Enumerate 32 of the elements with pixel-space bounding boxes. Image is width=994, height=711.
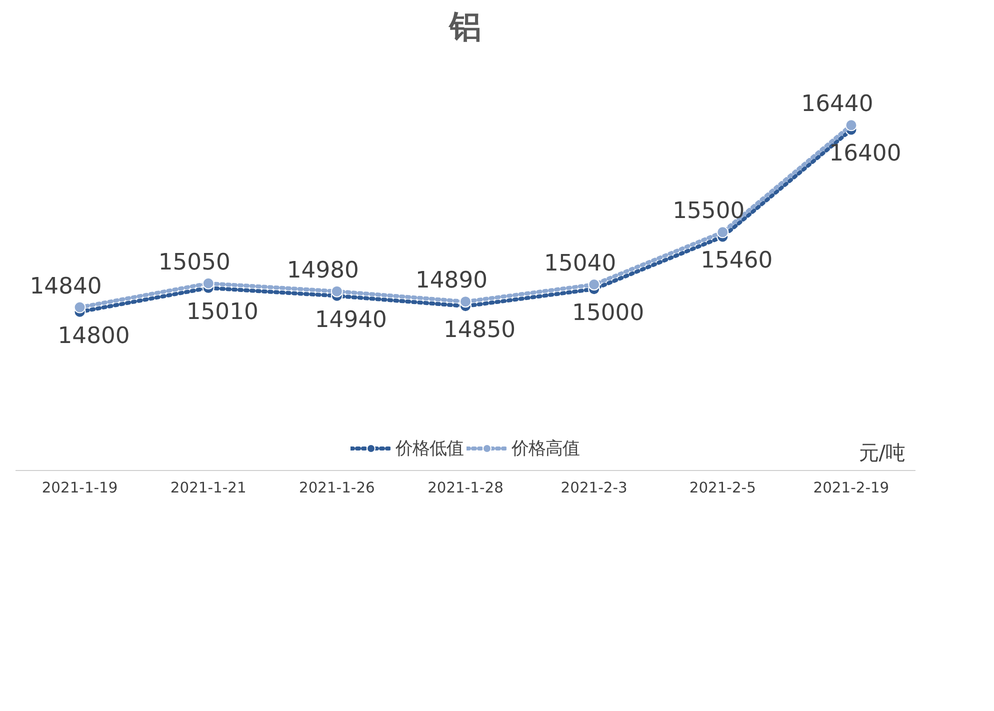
point xyxy=(74,301,86,314)
point xyxy=(716,226,729,238)
data-label: 15010 xyxy=(186,298,258,325)
data-label: 15460 xyxy=(700,248,773,274)
x-tick-label: 2021-1-28 xyxy=(428,480,504,496)
data-label: 14800 xyxy=(58,322,130,349)
text: 元/吨 xyxy=(858,440,906,464)
data-label: 16400 xyxy=(829,140,902,167)
data-label: 15000 xyxy=(572,300,644,326)
point xyxy=(330,285,343,298)
legend-label: 价格低值 xyxy=(396,438,464,460)
chart-title: 铝 xyxy=(448,8,482,46)
data-label: 14890 xyxy=(415,268,488,294)
x-tick-label: 2021-1-19 xyxy=(42,480,118,496)
x-tick-label: 2021-2-19 xyxy=(813,480,890,496)
data-label: 14850 xyxy=(443,317,516,344)
data-label: 14840 xyxy=(30,273,102,300)
x-tick-label: 2021-2-3 xyxy=(560,480,628,496)
legend-label: 价格高值 xyxy=(512,438,580,460)
data-label: 14980 xyxy=(286,257,359,284)
data-label: 15050 xyxy=(158,249,230,276)
x-tick-label: 2021-1-26 xyxy=(299,480,375,496)
x-tick-label: 2021-1-21 xyxy=(170,480,246,496)
data-label: 14940 xyxy=(314,306,387,333)
point xyxy=(588,278,600,291)
x-tick-label: 2021-2-5 xyxy=(689,480,756,496)
data-label: 16440 xyxy=(801,91,874,118)
point xyxy=(202,277,214,290)
point xyxy=(845,119,858,132)
data-label: 15500 xyxy=(672,198,745,224)
data-label: 15040 xyxy=(544,250,616,277)
point xyxy=(460,296,472,308)
